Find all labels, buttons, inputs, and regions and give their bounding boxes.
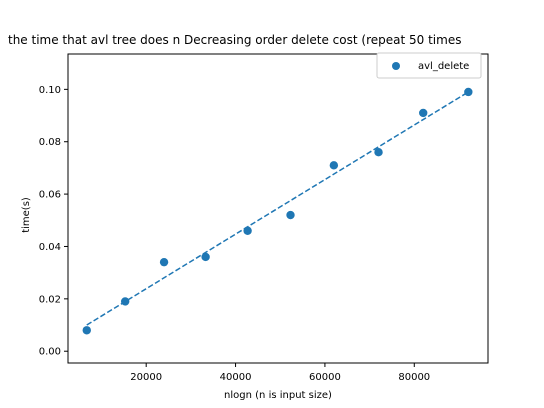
data-point bbox=[159, 257, 169, 267]
data-point bbox=[374, 147, 383, 157]
data-point bbox=[464, 87, 473, 97]
data-point bbox=[286, 210, 295, 220]
y-tick-label: 0.04 bbox=[39, 242, 61, 253]
x-tick-label: 80000 bbox=[398, 372, 430, 383]
legend: avl_delete bbox=[376, 52, 482, 79]
data-point bbox=[201, 252, 210, 262]
x-axis: 20000 40000 60000 80000 bbox=[130, 363, 430, 383]
y-axis: 0.00 0.02 0.04 0.06 0.08 0.10 bbox=[39, 85, 68, 358]
legend-box bbox=[376, 52, 482, 79]
y-tick-label: 0.08 bbox=[39, 137, 61, 148]
fit-line-layer bbox=[86, 91, 469, 326]
y-tick-label: 0.02 bbox=[39, 294, 61, 305]
x-tick-label: 20000 bbox=[130, 372, 162, 383]
data-point bbox=[243, 226, 252, 235]
y-tick-label: 0.06 bbox=[39, 190, 61, 201]
legend-entry: avl_delete bbox=[418, 61, 469, 72]
x-tick-label: 40000 bbox=[220, 372, 252, 383]
plot-frame bbox=[67, 53, 489, 364]
y-tick-label: 0.10 bbox=[39, 85, 61, 96]
y-axis-label: time(s) bbox=[21, 197, 32, 233]
fit-line bbox=[86, 91, 469, 326]
data-point bbox=[120, 297, 130, 306]
x-axis-label: nlogn (n is input size) bbox=[224, 390, 332, 401]
y-tick-label: 0.00 bbox=[39, 347, 61, 358]
data-point bbox=[419, 108, 428, 118]
chart-title: the time that avl tree does n Decreasing… bbox=[8, 33, 461, 47]
plot-area bbox=[67, 53, 489, 364]
data-point bbox=[329, 161, 339, 170]
legend-marker bbox=[392, 62, 400, 70]
points-layer bbox=[82, 87, 473, 335]
x-tick-label: 60000 bbox=[309, 372, 341, 383]
data-point bbox=[82, 326, 91, 335]
